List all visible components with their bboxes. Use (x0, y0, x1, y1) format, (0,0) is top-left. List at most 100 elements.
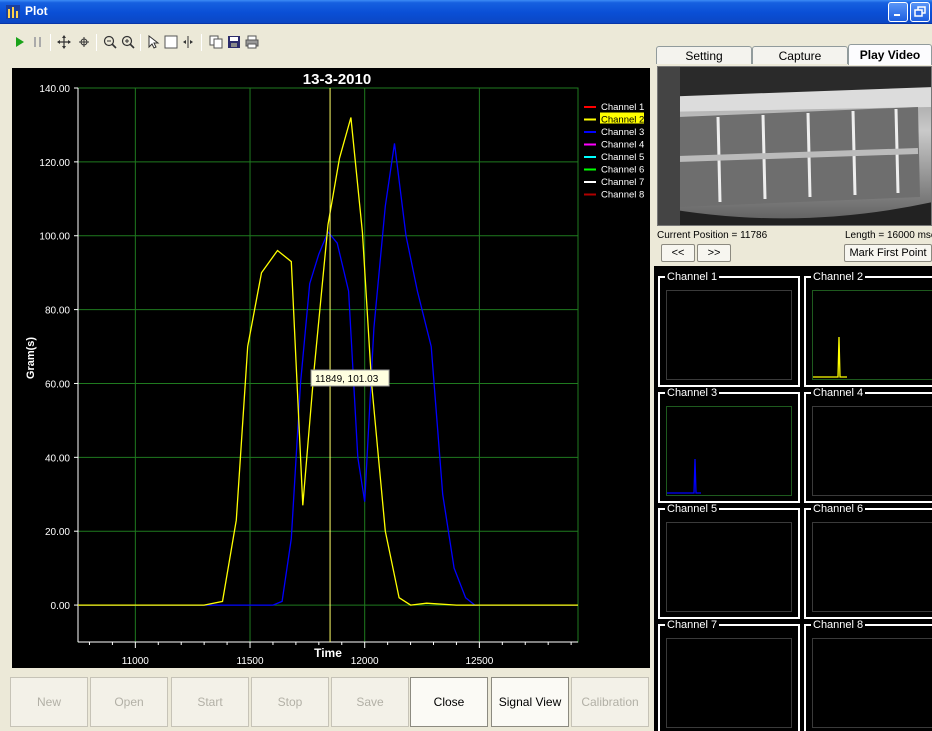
legend-entry[interactable]: Channel 8 (601, 190, 644, 201)
legend-entry[interactable]: Channel 1 (601, 102, 644, 113)
restore-icon (914, 6, 926, 17)
plot-toolbar (10, 32, 650, 54)
y-tick-label: 100.00 (39, 232, 70, 243)
channel-preview-plot (812, 290, 932, 380)
new-button[interactable]: New (10, 677, 88, 727)
y-tick-label: 120.00 (39, 158, 70, 169)
channel-2-trace (813, 336, 847, 378)
cursor-button[interactable] (180, 34, 196, 50)
x-tick-label: 11500 (236, 656, 264, 667)
channel-preview-label: Channel 7 (665, 619, 720, 631)
calibration-button[interactable]: Calibration (571, 677, 649, 727)
window-title: Plot (25, 4, 48, 18)
series-line (78, 117, 578, 606)
zoom-area-icon (79, 37, 89, 47)
legend-entry[interactable]: Channel 2 (601, 115, 644, 126)
zoom-out-icon (103, 35, 117, 49)
save-button[interactable]: Save (331, 677, 409, 727)
save-plot-button[interactable] (226, 34, 242, 50)
toolbar-separator (140, 34, 141, 51)
legend-entry[interactable]: Channel 6 (601, 165, 644, 176)
x-tick-label: 11000 (122, 656, 150, 667)
channel-preview-plot (666, 290, 792, 380)
print-icon (245, 35, 259, 49)
next-frame-button[interactable]: >> (697, 244, 731, 262)
select-box-button[interactable] (163, 34, 179, 50)
plot-area[interactable]: 0.00 20.00 40.00 60.00 80.00 100.00 120.00 140.… (12, 68, 650, 668)
save-icon (228, 36, 240, 48)
tab-setting[interactable]: Setting (656, 46, 752, 64)
zoom-in-button[interactable] (120, 34, 136, 50)
video-length: Length = 16000 msec (845, 230, 932, 241)
channel-preview-plot (666, 522, 792, 612)
start-button[interactable]: Start (171, 677, 249, 727)
copy-button[interactable] (208, 34, 224, 50)
panel-tabs: Setting Capture Play Video (654, 44, 932, 65)
toolbar-separator (201, 34, 202, 51)
tab-capture[interactable]: Capture (752, 46, 848, 64)
minimize-button[interactable] (888, 2, 908, 22)
channel-preview-3[interactable]: Channel 3 (658, 387, 800, 503)
pointer-button[interactable] (146, 34, 162, 50)
pan-icon (57, 35, 71, 49)
channel-preview-4[interactable]: Channel 4 (804, 387, 932, 503)
chart-grid (77, 87, 579, 643)
toolbar-separator (50, 34, 51, 51)
channel-preview-8[interactable]: Channel 8 (804, 619, 932, 731)
channel-preview-label: Channel 6 (811, 503, 866, 515)
tab-play-video[interactable]: Play Video (848, 44, 932, 65)
legend-highlight (600, 112, 644, 124)
app-icon (6, 5, 20, 19)
restore-button[interactable] (910, 2, 930, 22)
channel-preview-6[interactable]: Channel 6 (804, 503, 932, 619)
close-button[interactable]: Close (410, 677, 488, 727)
channel-preview-2[interactable]: Channel 2 (804, 271, 932, 387)
channel-preview-plot (666, 638, 792, 728)
pointer-icon (148, 35, 160, 49)
series-line (78, 143, 578, 606)
line-chart[interactable]: 0.00 20.00 40.00 60.00 80.00 100.00 120.00 140.… (12, 68, 650, 668)
title-bar: Plot (0, 0, 932, 24)
legend-entry[interactable]: Channel 5 (601, 152, 644, 163)
plot-frame (77, 87, 579, 643)
pause-button[interactable] (30, 34, 46, 50)
open-button[interactable]: Open (90, 677, 168, 727)
signal-view-button[interactable]: Signal View (491, 677, 569, 727)
zoom-out-button[interactable] (102, 34, 118, 50)
x-axis-label: Time (314, 646, 342, 660)
y-tick-label: 80.00 (45, 306, 70, 317)
video-position-row: Current Position = 11786 Length = 16000 … (657, 229, 932, 243)
channel-preview-label: Channel 2 (811, 271, 866, 283)
zoom-area-button[interactable] (76, 34, 92, 50)
play-icon (16, 37, 24, 47)
y-tick-label: 20.00 (45, 527, 70, 538)
channel-preview-label: Channel 5 (665, 503, 720, 515)
channel-preview-label: Channel 3 (665, 387, 720, 399)
channel-preview-plot (812, 638, 932, 728)
action-buttons: New Open Start Stop Save Close Signal Vi… (10, 677, 651, 727)
y-tick-label: 140.00 (39, 84, 70, 95)
previous-frame-button[interactable]: << (661, 244, 695, 262)
legend-entry[interactable]: Channel 3 (601, 127, 644, 138)
mark-first-point-button[interactable]: Mark First Point (844, 244, 932, 262)
channel-preview-5[interactable]: Channel 5 (658, 503, 800, 619)
cursor-tooltip: 11849, 101.03 (310, 369, 390, 387)
chart-series (78, 117, 578, 606)
channel-preview-7[interactable]: Channel 7 (658, 619, 800, 731)
channel-preview-1[interactable]: Channel 1 (658, 271, 800, 387)
play-button[interactable] (12, 34, 28, 50)
select-box-icon (164, 35, 178, 49)
channel-preview-plot (812, 406, 932, 496)
video-frame (657, 66, 932, 226)
print-button[interactable] (244, 34, 260, 50)
channel-3-trace (667, 458, 701, 494)
copy-icon (209, 35, 223, 49)
stop-button[interactable]: Stop (251, 677, 329, 727)
channel-preview-plot (812, 522, 932, 612)
chart-title: 13-3-2010 (303, 71, 371, 88)
plot-window: 0.00 20.00 40.00 60.00 80.00 100.00 120.00 140.… (0, 24, 932, 731)
pan-button[interactable] (56, 34, 72, 50)
legend-entry[interactable]: Channel 4 (601, 140, 644, 151)
legend-entry[interactable]: Channel 7 (601, 177, 644, 188)
